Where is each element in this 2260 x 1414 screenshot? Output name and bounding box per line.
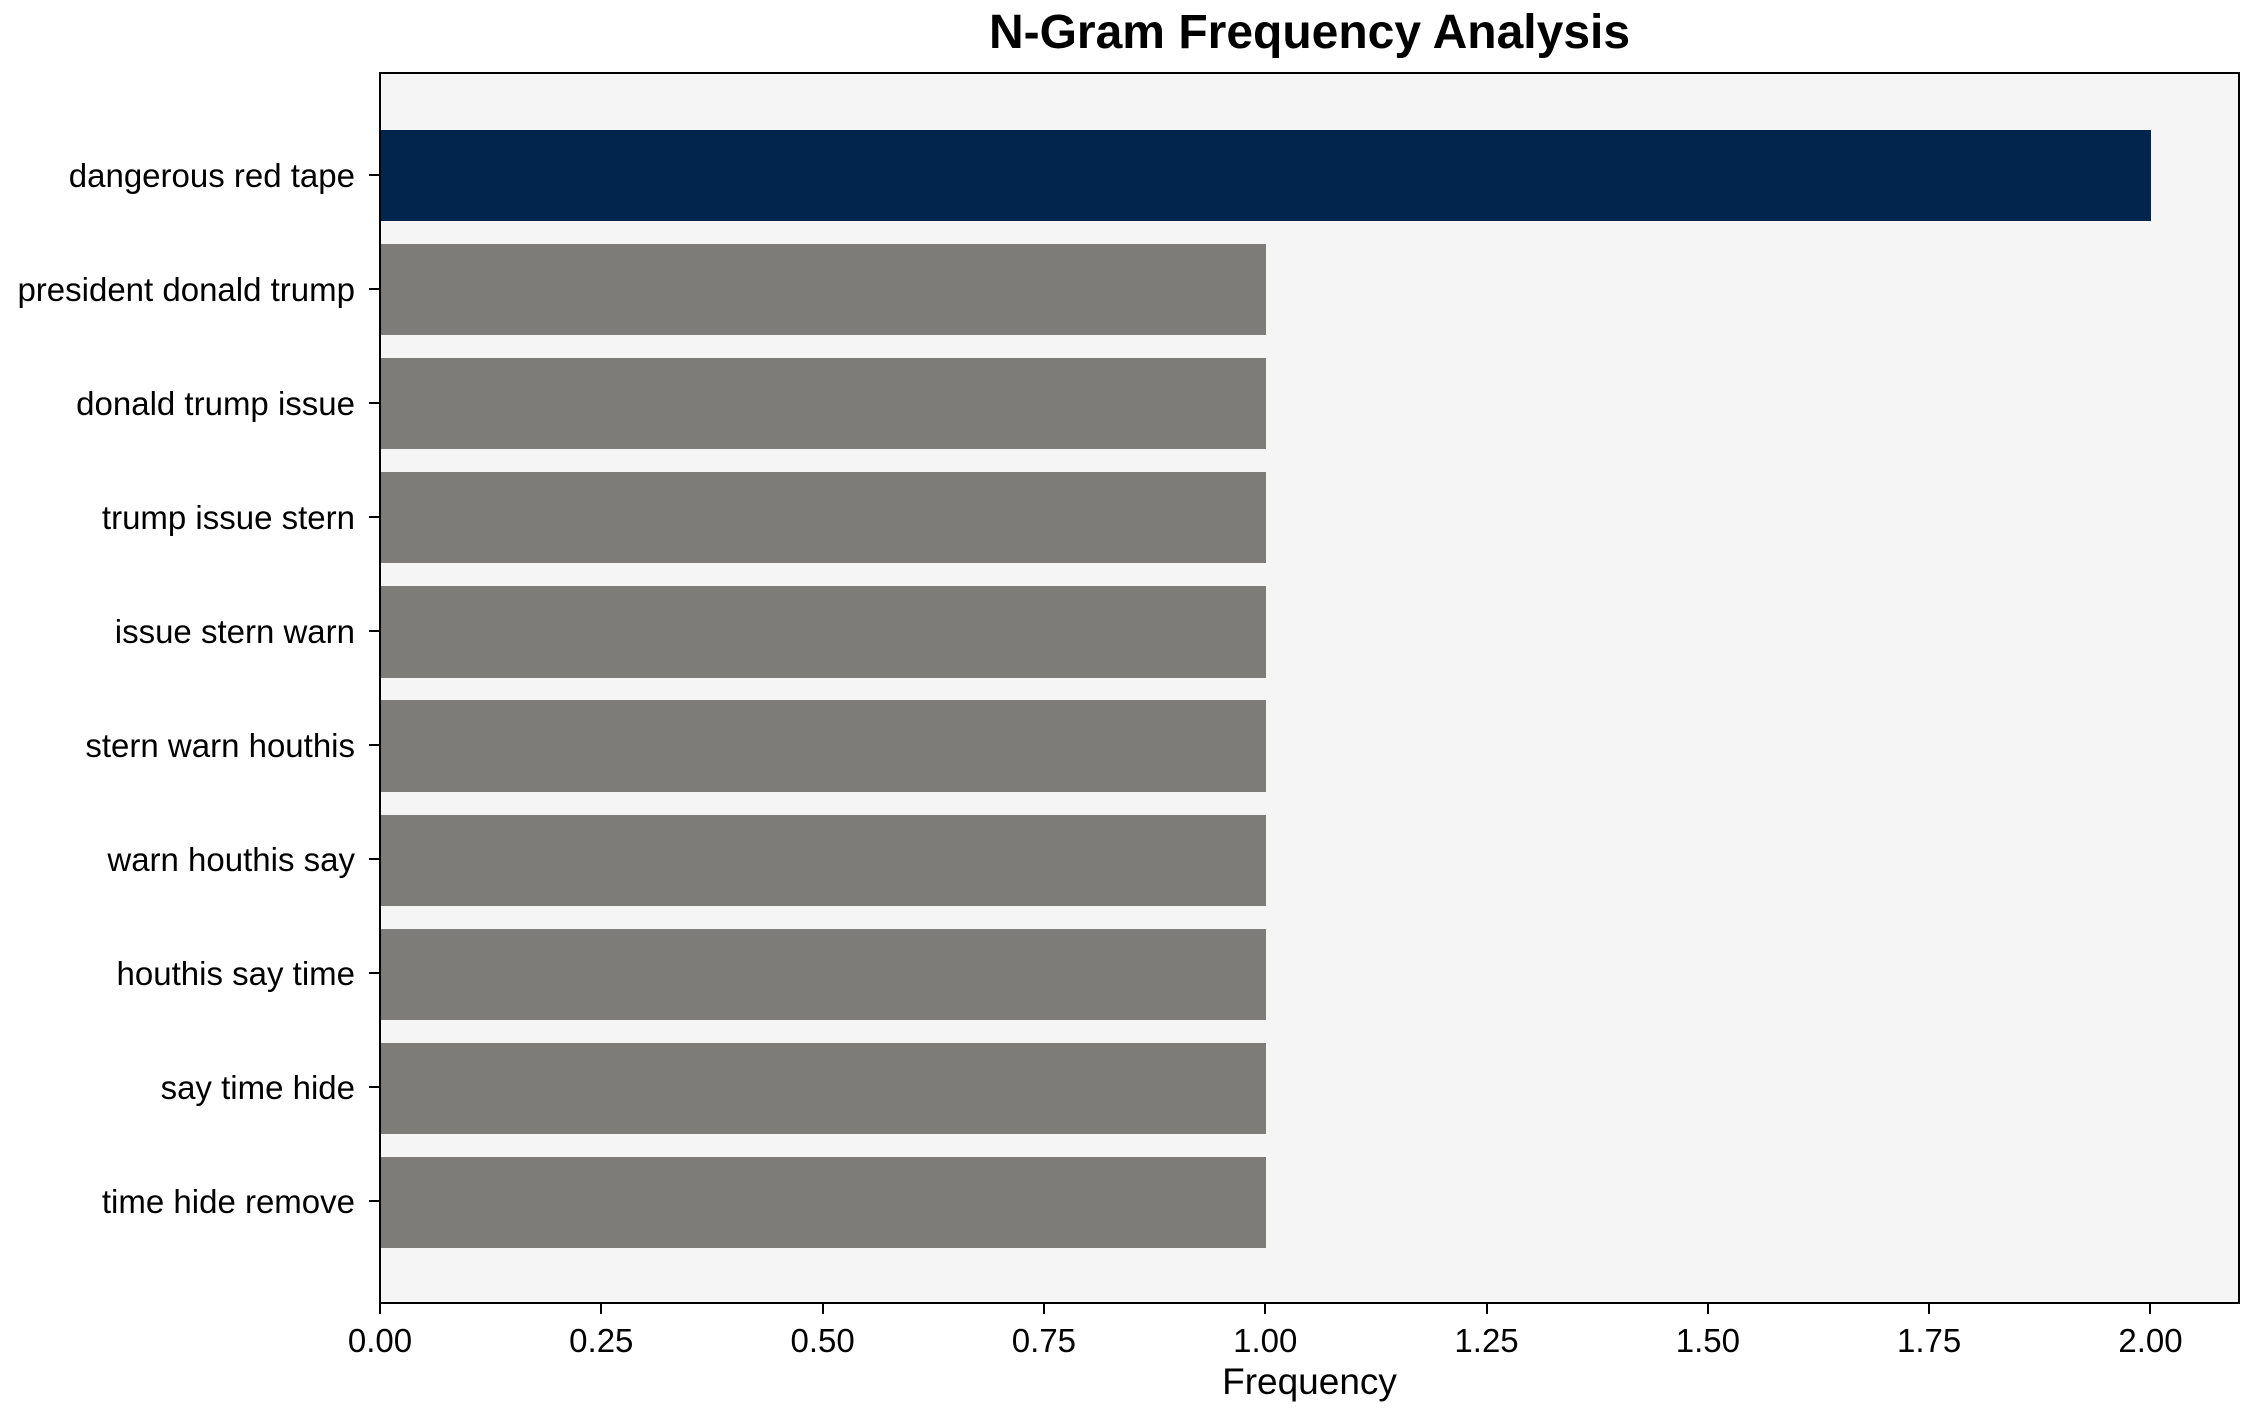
x-tick-mark (1042, 1304, 1045, 1314)
bar-dangerous-red-tape (381, 129, 2152, 222)
y-tick-mark (369, 401, 379, 404)
y-tick-mark (369, 629, 379, 632)
y-tick-label: warn houthis say (107, 841, 355, 879)
chart-title: N-Gram Frequency Analysis (988, 6, 1631, 59)
bar-time-hide-remove (381, 1156, 1267, 1249)
bar-president-donald-trump (381, 244, 1267, 336)
y-tick-label: dangerous red tape (68, 156, 355, 194)
bar-houthis-say-time (381, 928, 1267, 1020)
x-tick-label: 0.00 (347, 1322, 413, 1359)
x-tick-mark (1264, 1304, 1267, 1314)
y-tick-mark (369, 287, 379, 290)
y-tick-mark (369, 972, 379, 975)
x-tick-label: 0.50 (790, 1322, 855, 1359)
bar-donald-trump-issue (381, 358, 1267, 450)
x-tick-mark (1928, 1304, 1931, 1314)
x-tick-label: 0.75 (1011, 1322, 1077, 1359)
bar-stern-warn-houthis (381, 700, 1267, 792)
bar-warn-houthis-say (381, 814, 1267, 906)
x-tick-mark (2149, 1304, 2152, 1314)
x-tick-label: 2.00 (2118, 1322, 2183, 1359)
y-tick-label: time hide remove (101, 1183, 355, 1221)
bar-issue-stern-warn (381, 586, 1267, 678)
y-tick-label: trump issue stern (101, 498, 355, 536)
y-tick-label: houthis say time (116, 955, 355, 993)
bar-trump-issue-stern (381, 472, 1267, 564)
x-tick-mark (600, 1304, 603, 1314)
y-tick-mark (369, 515, 379, 518)
y-tick-label: stern warn houthis (85, 727, 355, 765)
plot-area (379, 72, 2240, 1304)
y-tick-mark (369, 1086, 379, 1089)
x-tick-label: 1.00 (1233, 1322, 1298, 1359)
x-tick-label: 1.50 (1675, 1322, 1740, 1359)
y-tick-mark (369, 1200, 379, 1203)
x-tick-mark (821, 1304, 824, 1314)
x-tick-mark (1485, 1304, 1488, 1314)
x-axis-label: Frequency (1222, 1361, 1397, 1402)
y-tick-mark (369, 858, 379, 861)
y-tick-label: donald trump issue (76, 384, 355, 422)
y-tick-label: say time hide (160, 1069, 355, 1107)
y-tick-mark (369, 173, 379, 176)
x-tick-label: 1.75 (1897, 1322, 1962, 1359)
y-tick-mark (369, 744, 379, 747)
bar-say-time-hide (381, 1042, 1267, 1134)
y-tick-label: issue stern warn (114, 612, 355, 650)
x-tick-mark (379, 1304, 381, 1314)
y-tick-label: president donald trump (17, 270, 355, 308)
x-tick-label: 1.25 (1454, 1322, 1519, 1359)
x-tick-mark (1706, 1304, 1709, 1314)
x-tick-label: 0.25 (569, 1322, 634, 1359)
